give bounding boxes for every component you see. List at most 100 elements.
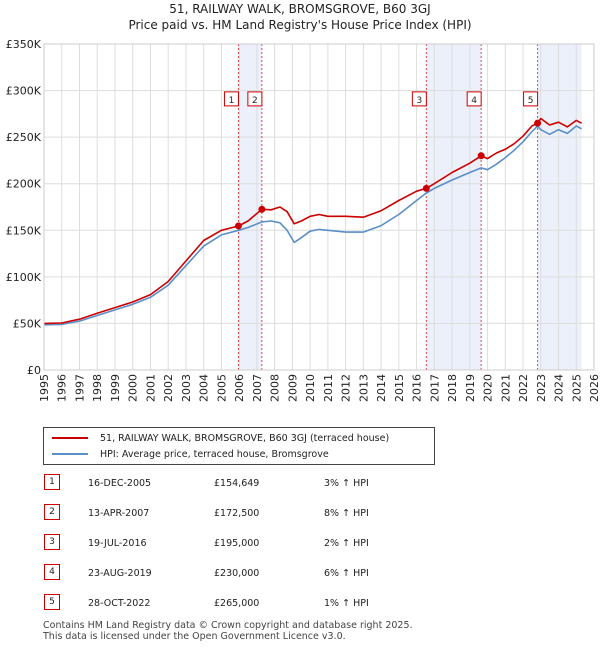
legend-swatch-property bbox=[52, 437, 88, 439]
hpi-series-line bbox=[43, 125, 582, 326]
sale-price: £195,000 bbox=[214, 538, 260, 549]
sale-row: 1 16-DEC-2005 £154,649 3% ↑ HPI bbox=[43, 470, 563, 500]
legend-label-hpi: HPI: Average price, terraced house, Brom… bbox=[100, 448, 329, 460]
sale-date: 28-OCT-2022 bbox=[88, 598, 151, 609]
sale-marker-badge: 1 bbox=[223, 91, 239, 107]
sale-marker-box: 5 bbox=[44, 594, 60, 610]
sale-row: 5 28-OCT-2022 £265,000 1% ↑ HPI bbox=[43, 590, 563, 620]
sales-table: 1 16-DEC-2005 £154,649 3% ↑ HPI 2 13-APR… bbox=[43, 470, 563, 620]
sale-row: 3 19-JUL-2016 £195,000 2% ↑ HPI bbox=[43, 530, 563, 560]
y-tick-label: £250K bbox=[6, 131, 42, 144]
x-tick-label: 2026 bbox=[588, 374, 600, 402]
legend: 51, RAILWAY WALK, BROMSGROVE, B60 3GJ (t… bbox=[43, 427, 435, 465]
x-tick-label: 1996 bbox=[56, 374, 69, 402]
legend-swatch-hpi bbox=[52, 453, 88, 455]
x-tick-label: 2007 bbox=[251, 374, 264, 402]
sale-marker-rect bbox=[466, 91, 482, 107]
sale-period-shade bbox=[238, 44, 262, 370]
sale-point bbox=[234, 222, 242, 230]
legend-item-hpi: HPI: Average price, terraced house, Brom… bbox=[52, 446, 329, 462]
sale-price: £154,649 bbox=[214, 478, 260, 489]
y-tick-label: £300K bbox=[6, 85, 42, 98]
property-series-line bbox=[43, 117, 582, 325]
sale-hpi-diff: 3% ↑ HPI bbox=[324, 478, 369, 489]
x-tick-label: 1998 bbox=[91, 374, 104, 402]
sale-row: 4 23-AUG-2019 £230,000 6% ↑ HPI bbox=[43, 560, 563, 590]
footer-copyright: Contains HM Land Registry data © Crown c… bbox=[43, 620, 413, 631]
x-tick-label: 2017 bbox=[428, 374, 441, 402]
sale-point bbox=[422, 184, 430, 192]
x-tick-label: 2022 bbox=[517, 374, 530, 402]
y-tick-label: £350K bbox=[6, 38, 42, 51]
plot-frame bbox=[43, 43, 595, 371]
footer: Contains HM Land Registry data © Crown c… bbox=[43, 620, 413, 642]
chart-title-line2: Price paid vs. HM Land Registry's House … bbox=[128, 18, 472, 32]
x-tick-label: 2011 bbox=[322, 374, 335, 402]
x-tick-label: 2020 bbox=[482, 374, 495, 402]
sale-marker-label: 5 bbox=[528, 96, 534, 106]
x-tick-label: 2003 bbox=[180, 374, 193, 402]
sale-hpi-diff: 2% ↑ HPI bbox=[324, 538, 369, 549]
sale-period-shade bbox=[537, 44, 582, 370]
x-tick-label: 2018 bbox=[446, 374, 459, 402]
x-tick-label: 2008 bbox=[269, 374, 282, 402]
sale-marker-badge: 4 bbox=[466, 91, 482, 107]
y-tick-label: £100K bbox=[6, 271, 42, 284]
sale-row: 2 13-APR-2007 £172,500 8% ↑ HPI bbox=[43, 500, 563, 530]
sale-price: £172,500 bbox=[214, 508, 260, 519]
legend-label-property: 51, RAILWAY WALK, BROMSGROVE, B60 3GJ (t… bbox=[100, 432, 390, 444]
x-tick-label: 1997 bbox=[73, 374, 86, 402]
sale-marker-rect bbox=[411, 91, 427, 107]
sale-point bbox=[534, 119, 542, 127]
x-tick-label: 2024 bbox=[553, 374, 566, 402]
sale-point bbox=[258, 205, 266, 213]
sale-marker-rect bbox=[523, 91, 539, 107]
sale-marker-label: 1 bbox=[229, 96, 235, 106]
x-tick-label: 2013 bbox=[357, 374, 370, 402]
price-chart: 1 2 3 4 5 £0 £50K £100K £150K £200K £250K £300K £350… bbox=[6, 38, 600, 402]
x-tick-label: 2014 bbox=[375, 374, 388, 402]
sale-hpi-diff: 6% ↑ HPI bbox=[324, 568, 369, 579]
sale-date: 13-APR-2007 bbox=[88, 508, 150, 519]
chart-title-line1: 51, RAILWAY WALK, BROMSGROVE, B60 3GJ bbox=[169, 2, 431, 16]
sale-marker-badge: 3 bbox=[411, 91, 427, 107]
sale-marker-box: 4 bbox=[44, 564, 60, 580]
sale-marker-rect bbox=[247, 91, 263, 107]
x-tick-label: 2000 bbox=[127, 374, 140, 402]
x-tick-label: 2010 bbox=[304, 374, 317, 402]
sale-price: £265,000 bbox=[214, 598, 260, 609]
x-tick-label: 1999 bbox=[109, 374, 122, 402]
x-tick-label: 2015 bbox=[393, 374, 406, 402]
plot-area bbox=[44, 44, 594, 370]
x-tick-label: 2021 bbox=[499, 374, 512, 402]
sale-point bbox=[477, 152, 485, 160]
sale-date: 16-DEC-2005 bbox=[88, 478, 152, 489]
x-tick-label: 2009 bbox=[286, 374, 299, 402]
x-tick-label: 2019 bbox=[464, 374, 477, 402]
legend-item-property: 51, RAILWAY WALK, BROMSGROVE, B60 3GJ (t… bbox=[52, 430, 389, 446]
x-tick-label: 2006 bbox=[233, 374, 246, 402]
y-tick-label: £200K bbox=[6, 178, 42, 191]
y-tick-label: £50K bbox=[13, 317, 42, 330]
x-tick-label: 2004 bbox=[198, 374, 211, 402]
footer-licence: This data is licensed under the Open Gov… bbox=[43, 631, 346, 642]
sale-marker-box: 2 bbox=[44, 504, 60, 520]
x-tick-label: 2002 bbox=[162, 374, 175, 402]
sale-marker-box: 1 bbox=[44, 474, 60, 490]
sale-marker-badge: 2 bbox=[247, 91, 263, 107]
x-tick-label: 2023 bbox=[535, 374, 548, 402]
sale-marker-label: 2 bbox=[252, 96, 258, 106]
x-tick-label: 2012 bbox=[340, 374, 353, 402]
y-tick-label: £150K bbox=[6, 224, 42, 237]
sale-date: 19-JUL-2016 bbox=[88, 538, 147, 549]
sale-hpi-diff: 8% ↑ HPI bbox=[324, 508, 369, 519]
y-tick-label: £0 bbox=[27, 364, 41, 377]
sale-marker-badge: 5 bbox=[523, 91, 539, 107]
sale-marker-rect bbox=[223, 91, 239, 107]
x-tick-label: 1995 bbox=[38, 374, 51, 402]
sale-hpi-diff: 1% ↑ HPI bbox=[324, 598, 369, 609]
x-tick-label: 2005 bbox=[215, 374, 228, 402]
sale-marker-label: 3 bbox=[416, 96, 422, 106]
sale-date: 23-AUG-2019 bbox=[88, 568, 152, 579]
sale-marker-label: 4 bbox=[471, 96, 477, 106]
